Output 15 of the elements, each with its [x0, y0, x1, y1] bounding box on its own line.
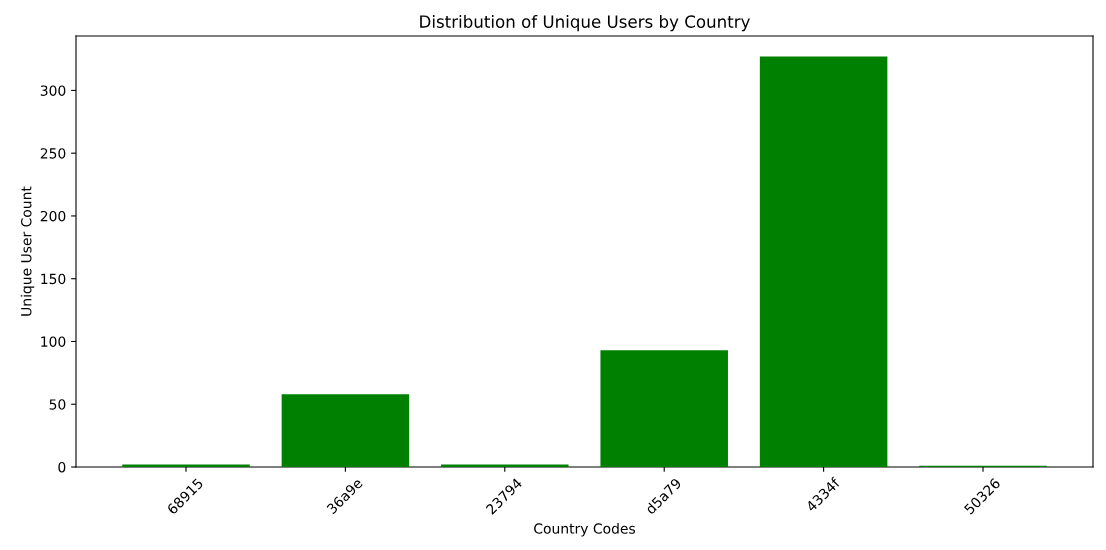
- y-tick-label: 250: [40, 148, 66, 159]
- x-axis-title: Country Codes: [534, 523, 636, 537]
- chart-title: Distribution of Unique Users by Country: [420, 15, 750, 32]
- bar: [281, 394, 410, 467]
- bar: [759, 56, 888, 467]
- y-tick-label: 150: [41, 273, 66, 285]
- y-tick-label: 50: [49, 399, 66, 410]
- y-tick-label: 300: [40, 85, 66, 96]
- y-tick-label: 0: [58, 461, 66, 473]
- bar: [600, 350, 728, 467]
- bar: [122, 464, 250, 467]
- y-tick-label: 200: [40, 210, 66, 222]
- bar: [441, 464, 569, 467]
- y-axis-title: Unique User Count: [20, 186, 35, 316]
- y-tick-label: 100: [41, 336, 66, 347]
